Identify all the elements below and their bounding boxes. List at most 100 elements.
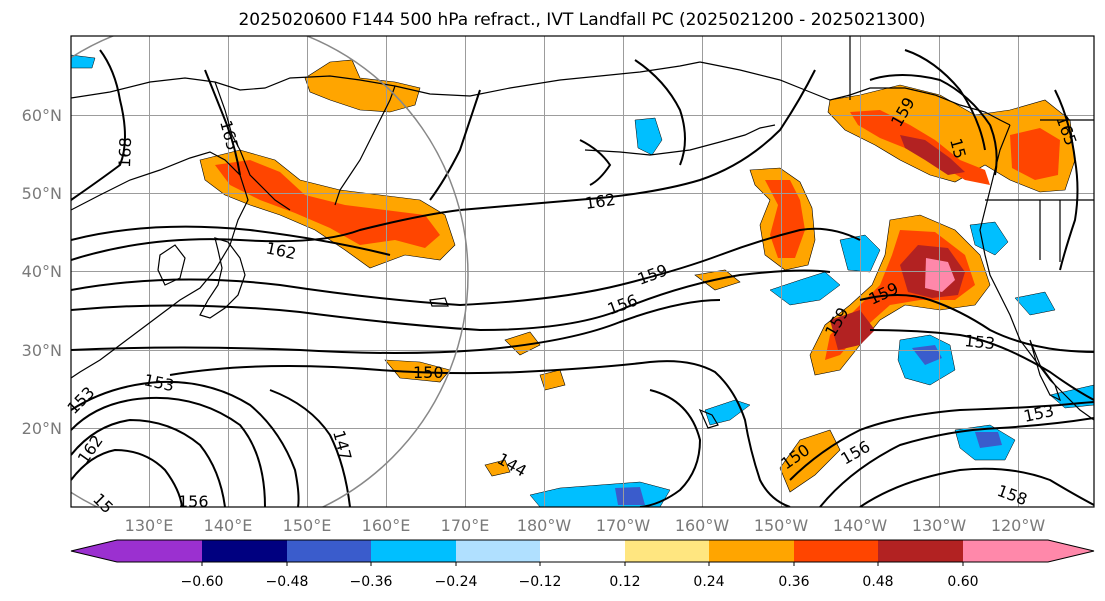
lon-label: 130°E bbox=[125, 516, 174, 535]
lon-label: 150°W bbox=[754, 516, 809, 535]
colorbar-tick-label: −0.36 bbox=[350, 574, 393, 590]
contour-153-east bbox=[869, 329, 1094, 401]
contour-label: 15 bbox=[946, 136, 970, 161]
colorbar-tick-label: 0.60 bbox=[947, 574, 978, 590]
colorbar-bin bbox=[625, 540, 709, 562]
coast-okhotsk bbox=[214, 81, 291, 211]
map-gridlines bbox=[71, 36, 1094, 507]
contour-165-west bbox=[204, 69, 241, 176]
contour-156-se bbox=[859, 467, 1094, 507]
contour-156-west bbox=[71, 396, 266, 507]
coast-aleutians bbox=[584, 124, 776, 156]
anomaly-west-of-baja bbox=[830, 310, 875, 350]
coast-north-america-west bbox=[979, 124, 1094, 421]
colorbar-bin bbox=[709, 540, 794, 562]
contour-156 bbox=[71, 269, 831, 332]
lat-label: 30°N bbox=[22, 341, 62, 360]
contour-label: 162 bbox=[584, 190, 617, 213]
lon-label: 130°W bbox=[912, 516, 967, 535]
contour-label: 150 bbox=[413, 363, 444, 382]
lon-label: 160°W bbox=[675, 516, 730, 535]
contour-153-mid bbox=[71, 299, 721, 354]
coast-east-asia bbox=[71, 151, 249, 379]
lon-label: 180°W bbox=[517, 516, 572, 535]
anomaly-neg-west-edge bbox=[71, 54, 96, 69]
anomaly-neg-south-core bbox=[615, 487, 645, 505]
contour-165-east bbox=[1054, 89, 1079, 271]
contour-label: 168 bbox=[115, 137, 135, 168]
coast-japan bbox=[199, 237, 246, 319]
contour-162-north bbox=[71, 69, 816, 261]
anomaly-alaska-inner bbox=[900, 135, 965, 175]
coast-korea bbox=[157, 244, 186, 286]
colorbar bbox=[70, 539, 1095, 566]
coast-kamchatka bbox=[334, 85, 396, 206]
contour-153-se bbox=[819, 417, 1094, 507]
lon-label: 140°E bbox=[204, 516, 253, 535]
map-title: 2025020600 F144 500 hPa refract., IVT La… bbox=[238, 10, 925, 30]
colorbar-outline bbox=[70, 539, 1095, 563]
colorbar-tick-label: 0.48 bbox=[862, 574, 893, 590]
colorbar-bin bbox=[202, 540, 287, 562]
colorbar-bin bbox=[794, 540, 878, 562]
anomaly-alaska-east-core bbox=[1010, 128, 1060, 180]
contour-label: 156 bbox=[178, 492, 209, 511]
contour-162-west bbox=[71, 448, 183, 507]
colorbar-tick-label: −0.48 bbox=[266, 574, 309, 590]
anomaly-neg-bering bbox=[634, 117, 663, 156]
contour-150-east bbox=[789, 401, 1094, 481]
anomaly-aleutian-east-core bbox=[765, 180, 805, 258]
island-hawaii bbox=[698, 408, 719, 429]
coast-russia-north bbox=[71, 61, 701, 99]
contour-168 bbox=[71, 49, 126, 201]
colorbar-tick-label: 0.24 bbox=[693, 574, 724, 590]
colorbar-bin bbox=[878, 540, 963, 562]
colorbar-bin bbox=[371, 540, 456, 562]
anomaly-okhotsk bbox=[304, 59, 421, 113]
colorbar-bin bbox=[456, 540, 540, 562]
lat-label: 60°N bbox=[22, 106, 62, 125]
refractivity-contours bbox=[71, 49, 1094, 507]
anomaly-neg-southeast-core bbox=[975, 432, 1002, 448]
contour-label: 153 bbox=[964, 331, 996, 353]
contour-mid-loop bbox=[639, 389, 702, 507]
contour-bering-mid bbox=[634, 59, 686, 166]
contour-bering-west bbox=[429, 89, 481, 201]
contour-153-west bbox=[71, 380, 300, 507]
island-small-1 bbox=[429, 297, 449, 307]
contour-162-lower bbox=[71, 225, 391, 256]
anomaly-neg-subarctic-2 bbox=[769, 271, 841, 306]
coast-baja bbox=[1029, 339, 1062, 402]
contour-aleutian-small bbox=[579, 139, 612, 186]
contour-alaska-2 bbox=[904, 49, 986, 151]
map-layers bbox=[71, 36, 1094, 507]
colorbar-bin bbox=[540, 540, 625, 562]
landfall-radius-circle bbox=[71, 36, 469, 507]
colorbar-ticks: −0.60 −0.48 −0.36 −0.24 −0.12 0.12 0.24 … bbox=[181, 574, 979, 590]
lon-label: 170°E bbox=[441, 516, 490, 535]
contour-159 bbox=[71, 227, 861, 307]
colorbar-extend-low bbox=[71, 540, 117, 562]
anomaly-midpacific-1 bbox=[384, 359, 451, 383]
anomaly-kamchatka-core bbox=[215, 160, 440, 248]
contour-150 bbox=[169, 360, 791, 507]
coast-alaska bbox=[699, 61, 1011, 126]
lat-label: 40°N bbox=[22, 262, 62, 281]
anomaly-midpacific-5 bbox=[484, 459, 511, 477]
colorbar-extend-high bbox=[1048, 540, 1094, 562]
lon-label: 150°E bbox=[283, 516, 332, 535]
lon-label: 160°E bbox=[362, 516, 411, 535]
colorbar-tick-label: −0.12 bbox=[519, 574, 562, 590]
colorbar-bin bbox=[963, 540, 1048, 562]
anomaly-neg-coast-2 bbox=[1014, 291, 1056, 316]
colorbar-tick-label: 0.12 bbox=[609, 574, 640, 590]
colorbar-tick-label: 0.36 bbox=[778, 574, 809, 590]
lat-label: 50°N bbox=[22, 184, 62, 203]
contour-159-west bbox=[71, 418, 226, 507]
latitude-labels: 60°N 50°N 40°N 30°N 20°N bbox=[22, 106, 62, 438]
contour-147 bbox=[269, 389, 351, 507]
lat-label: 20°N bbox=[22, 419, 62, 438]
anomaly-midpacific-3 bbox=[539, 369, 566, 391]
longitude-labels: 130°E 140°E 150°E 160°E 170°E 180°W 170°… bbox=[125, 516, 1046, 535]
